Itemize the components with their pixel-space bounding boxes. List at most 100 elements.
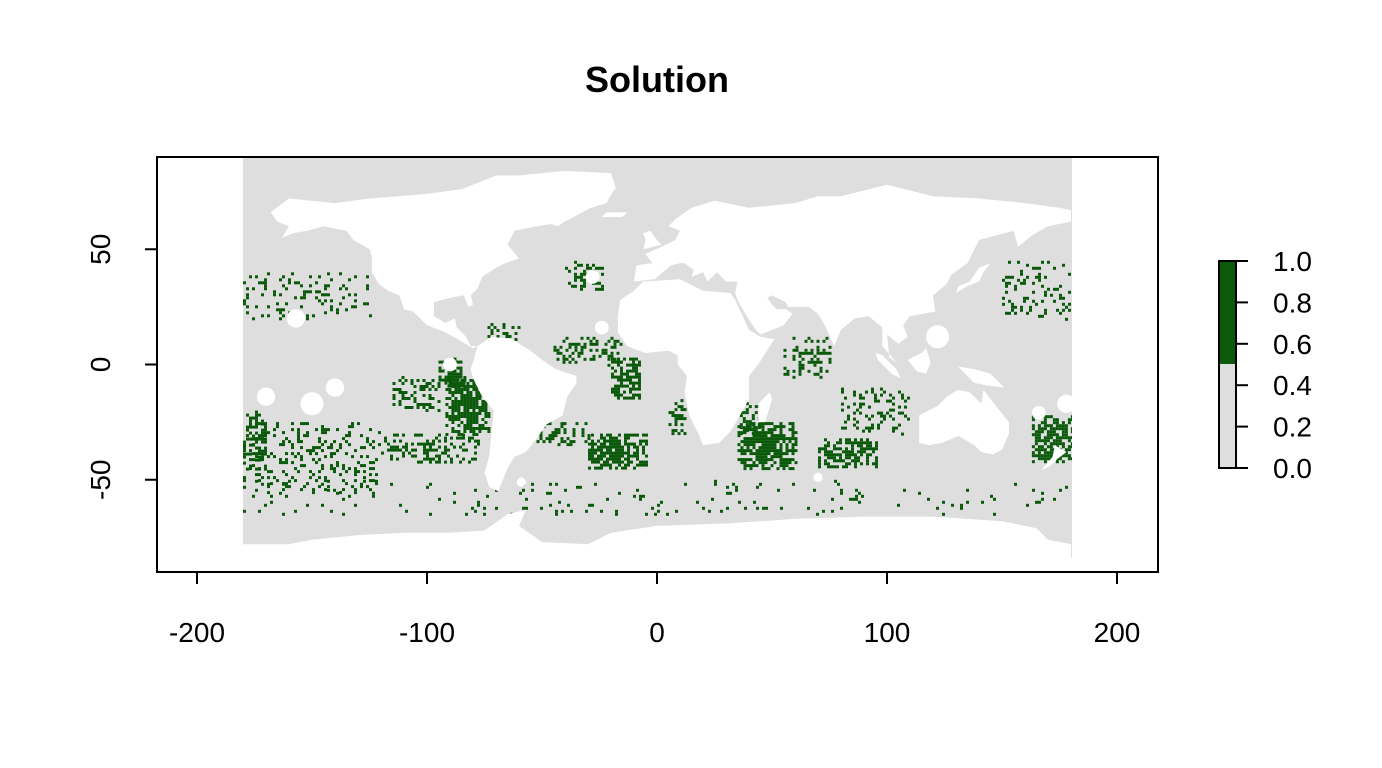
selected-cell <box>892 429 895 433</box>
selected-cell <box>378 431 381 435</box>
selected-cell <box>354 473 357 477</box>
selected-cell <box>848 450 851 454</box>
selected-cell <box>484 421 488 424</box>
selected-cell <box>577 275 580 279</box>
selected-cell <box>469 418 473 421</box>
selected-cell <box>626 375 629 379</box>
selected-cell <box>437 400 441 403</box>
selected-cell <box>1067 454 1071 458</box>
selected-cell <box>792 357 796 361</box>
selected-cell <box>743 464 747 468</box>
selected-cell <box>548 440 552 444</box>
selected-cell <box>522 506 525 510</box>
selected-cell <box>261 434 264 438</box>
selected-cell <box>309 449 312 453</box>
selected-cell <box>589 339 593 343</box>
selected-cell <box>321 467 324 471</box>
selected-cell <box>618 448 621 452</box>
selected-cell <box>1005 284 1008 288</box>
selected-cell <box>603 460 606 464</box>
selected-cell <box>282 440 285 444</box>
selected-cell <box>752 443 756 447</box>
selected-cell <box>842 465 845 469</box>
selected-cell <box>566 443 570 447</box>
y-tick-label: -50 <box>85 460 116 500</box>
selected-cell <box>668 411 672 415</box>
selected-cell <box>453 384 457 388</box>
selected-cell <box>595 287 598 291</box>
selected-cell <box>472 385 476 388</box>
selected-cell <box>243 509 246 513</box>
selected-cell <box>680 423 684 427</box>
selected-cell <box>327 428 330 432</box>
selected-cell <box>410 379 414 382</box>
selected-cell <box>845 438 848 442</box>
selected-cell <box>460 421 464 424</box>
selected-cell <box>801 366 805 370</box>
selected-cell <box>833 459 836 463</box>
selected-patch-north-pacific-east <box>243 272 372 321</box>
selected-cell <box>419 403 423 406</box>
selected-cell <box>282 488 285 492</box>
selected-cell <box>792 375 796 379</box>
selected-cell <box>791 467 795 471</box>
selected-cell <box>788 458 792 462</box>
selected-patch-west-africa-offshore <box>553 336 623 367</box>
selected-cell <box>822 351 826 355</box>
selected-cell <box>483 512 486 516</box>
selected-cell <box>422 379 426 382</box>
selected-cell <box>639 497 642 501</box>
selected-cell <box>354 488 357 492</box>
selected-cell <box>1011 302 1014 306</box>
selected-cell <box>490 323 494 326</box>
selected-cell <box>469 394 473 397</box>
selected-cell <box>422 388 426 391</box>
selected-cell <box>454 430 458 433</box>
selected-cell <box>252 494 255 498</box>
selected-cell <box>755 440 759 444</box>
selected-cell <box>642 445 645 449</box>
selected-cell <box>603 463 606 467</box>
selected-cell <box>755 458 759 462</box>
selected-cell <box>321 464 324 468</box>
selected-cell <box>1035 266 1038 270</box>
selected-cell <box>591 448 594 452</box>
selected-cell <box>297 452 300 456</box>
selected-cell <box>399 503 402 507</box>
selected-cell <box>369 488 372 492</box>
selected-cell <box>618 457 621 461</box>
selected-cell <box>574 345 578 349</box>
selected-cell <box>626 372 629 376</box>
selected-cell <box>767 440 771 444</box>
selected-cell <box>444 460 447 464</box>
selected-cell <box>767 458 771 462</box>
selected-cell <box>246 413 249 417</box>
selected-cell <box>810 360 814 364</box>
selected-cell <box>825 351 829 355</box>
selected-cell <box>726 491 729 495</box>
selected-cell <box>618 451 621 455</box>
selected-cell <box>1061 430 1065 434</box>
selected-cell <box>827 462 830 466</box>
selected-cell <box>779 443 783 447</box>
selected-cell <box>484 403 488 406</box>
selected-cell <box>410 394 414 397</box>
selected-cell <box>783 366 787 370</box>
selected-cell <box>285 287 288 291</box>
selected-cell <box>594 460 597 464</box>
selected-cell <box>804 339 808 343</box>
selected-cell <box>779 431 783 435</box>
selected-cell <box>249 419 252 423</box>
selected-cell <box>324 287 327 291</box>
selected-cell <box>469 379 473 382</box>
selected-cell <box>428 403 432 406</box>
selected-cell <box>282 512 285 516</box>
selected-cell <box>791 458 795 462</box>
selected-cell <box>285 482 288 486</box>
selected-cell <box>761 458 765 462</box>
selected-cell <box>877 399 880 403</box>
selected-cell <box>264 437 267 441</box>
selected-cell <box>577 351 581 355</box>
selected-cell <box>324 284 327 288</box>
